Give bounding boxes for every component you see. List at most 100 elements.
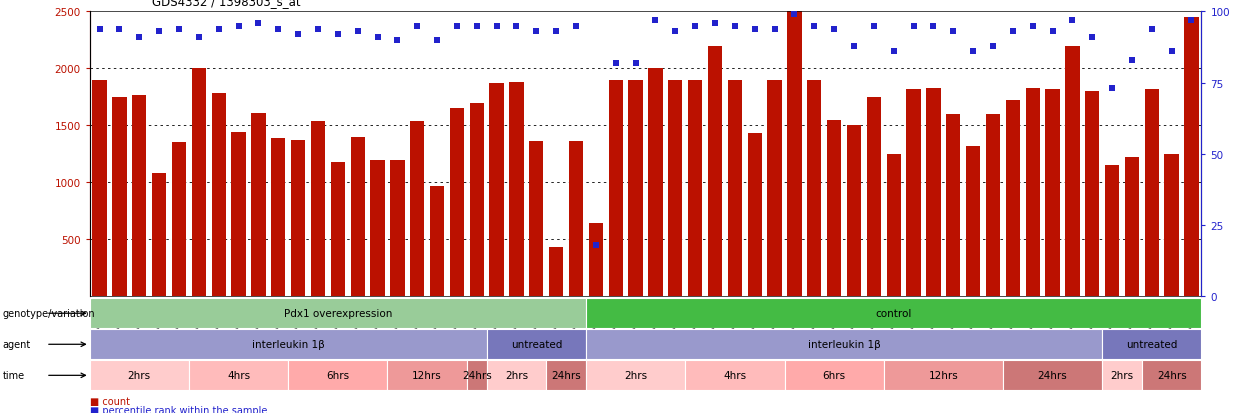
Text: 24hrs: 24hrs xyxy=(1157,370,1186,380)
Bar xyxy=(1026,88,1040,297)
Point xyxy=(129,35,149,41)
Bar xyxy=(469,103,484,297)
Bar xyxy=(370,160,385,297)
Bar xyxy=(271,138,285,297)
Bar xyxy=(112,97,127,297)
Text: 2hrs: 2hrs xyxy=(128,370,151,380)
Point xyxy=(586,242,606,249)
Text: untreated: untreated xyxy=(510,339,561,349)
Bar xyxy=(906,90,921,297)
Bar xyxy=(212,94,225,297)
Bar xyxy=(1106,166,1119,297)
Text: 12hrs: 12hrs xyxy=(929,370,959,380)
Text: 12hrs: 12hrs xyxy=(412,370,442,380)
Bar xyxy=(1124,158,1139,297)
Bar xyxy=(251,114,265,297)
Text: 2hrs: 2hrs xyxy=(1111,370,1134,380)
Point xyxy=(527,29,547,36)
Bar xyxy=(767,81,782,297)
Bar xyxy=(784,361,884,390)
Text: 6hrs: 6hrs xyxy=(823,370,845,380)
Bar xyxy=(728,81,742,297)
Bar xyxy=(1046,90,1059,297)
Point xyxy=(110,26,129,33)
Point xyxy=(824,26,844,33)
Bar xyxy=(410,121,425,297)
Bar xyxy=(586,361,685,390)
Point xyxy=(764,26,784,33)
Bar xyxy=(569,142,583,297)
Text: Pdx1 overexpression: Pdx1 overexpression xyxy=(284,309,392,318)
Point xyxy=(1042,29,1062,36)
Point xyxy=(268,26,288,33)
Point xyxy=(1182,18,1201,24)
Point xyxy=(964,49,984,55)
Point xyxy=(347,29,367,36)
Point xyxy=(1022,23,1042,30)
Text: 4hrs: 4hrs xyxy=(227,370,250,380)
Bar xyxy=(387,361,467,390)
Bar xyxy=(291,141,305,297)
Text: 4hrs: 4hrs xyxy=(723,370,747,380)
Bar xyxy=(886,154,901,297)
Bar xyxy=(390,160,405,297)
Point xyxy=(784,12,804,19)
Point xyxy=(387,38,407,44)
Bar xyxy=(685,361,784,390)
Point xyxy=(844,43,864,50)
Bar xyxy=(867,97,881,297)
Point xyxy=(288,32,308,38)
Point xyxy=(487,23,507,30)
Bar xyxy=(708,47,722,297)
Point xyxy=(566,23,586,30)
Bar xyxy=(152,174,167,297)
Point xyxy=(189,35,209,41)
Bar xyxy=(487,330,586,359)
Point xyxy=(705,21,725,27)
Bar xyxy=(90,361,189,390)
Bar xyxy=(232,133,245,297)
Text: ■ count: ■ count xyxy=(90,396,129,406)
Bar xyxy=(807,81,822,297)
Text: 2hrs: 2hrs xyxy=(505,370,528,380)
Point xyxy=(169,26,189,33)
Bar xyxy=(509,83,524,297)
Bar xyxy=(926,88,940,297)
Bar xyxy=(966,147,980,297)
Point xyxy=(725,23,745,30)
Bar xyxy=(467,361,487,390)
Bar xyxy=(449,109,464,297)
Point xyxy=(606,60,626,67)
Text: ■ percentile rank within the sample: ■ percentile rank within the sample xyxy=(90,405,266,413)
Bar xyxy=(172,143,186,297)
Point xyxy=(1122,57,1142,64)
Bar xyxy=(747,134,762,297)
Bar xyxy=(90,330,487,359)
Bar xyxy=(1003,361,1102,390)
Bar xyxy=(1164,154,1179,297)
Point xyxy=(804,23,824,30)
Text: interleukin 1β: interleukin 1β xyxy=(808,339,880,349)
Bar xyxy=(549,248,563,297)
Bar xyxy=(1086,92,1099,297)
Text: agent: agent xyxy=(2,339,31,349)
Text: 6hrs: 6hrs xyxy=(326,370,350,380)
Point xyxy=(1003,29,1023,36)
Bar xyxy=(1184,18,1199,297)
Bar xyxy=(946,115,960,297)
Bar xyxy=(189,361,288,390)
Bar xyxy=(430,186,444,297)
Point xyxy=(645,18,665,24)
Point xyxy=(864,23,884,30)
Bar xyxy=(986,115,1000,297)
Bar xyxy=(351,138,365,297)
Bar xyxy=(586,299,1201,328)
Point xyxy=(90,26,110,33)
Point xyxy=(626,60,646,67)
Point xyxy=(467,23,487,30)
Bar xyxy=(787,7,802,297)
Bar xyxy=(589,224,603,297)
Bar xyxy=(649,69,662,297)
Text: 2hrs: 2hrs xyxy=(624,370,647,380)
Bar xyxy=(90,299,586,328)
